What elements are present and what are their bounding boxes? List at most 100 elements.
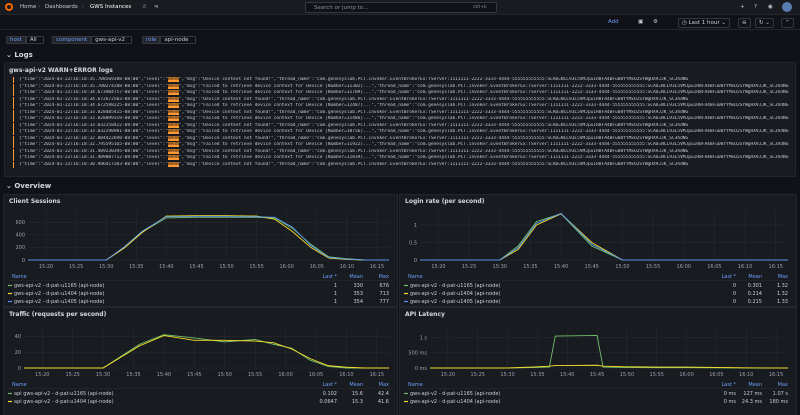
log-text: {"time":"2024-01-22T16:18:33.032298981-0… bbox=[19, 129, 169, 134]
legend-name: gws-api-v2 - d-pat-u1405 (api-node) bbox=[410, 299, 500, 305]
x-tick-label: 15:50 bbox=[219, 264, 233, 270]
x-tick-label: 15:50 bbox=[218, 372, 232, 378]
x-tick-label: 15:45 bbox=[187, 372, 201, 378]
x-tick-label: 15:20 bbox=[35, 372, 49, 378]
log-level: WARN bbox=[168, 161, 179, 167]
avatar[interactable] bbox=[782, 2, 792, 12]
log-level: WARN bbox=[168, 122, 179, 128]
plus-icon[interactable]: + bbox=[740, 4, 745, 10]
legend-name: gws-api-v2 - d-pat-u1404 (api-node) bbox=[410, 291, 500, 297]
variable-component[interactable]: component gws-api-v2 bbox=[52, 35, 132, 46]
log-line: {"time":"2024-01-22T16:18:31.409087712-0… bbox=[13, 155, 797, 162]
dashboard-toolbar: Add ▣ ⚙ ◷ Last 1 hour ⌄ ⊖ ↻ ⌄ ⌃ bbox=[0, 15, 800, 30]
log-text: ","msg":"Failed to retrieve device conte… bbox=[178, 155, 789, 160]
star-icon[interactable]: ☆ bbox=[142, 4, 147, 10]
legend-header: Mean bbox=[748, 382, 762, 388]
save-icon[interactable]: ▣ bbox=[638, 19, 644, 25]
x-tick-label: 15:40 bbox=[554, 264, 568, 270]
breadcrumb-dashboards[interactable]: Dashboards bbox=[45, 4, 78, 10]
add-button[interactable]: Add bbox=[608, 19, 619, 25]
x-tick-label: 16:05 bbox=[707, 264, 721, 270]
x-tick-label: 15:55 bbox=[650, 372, 664, 378]
legend-header: Last * bbox=[721, 382, 736, 388]
log-text: ","msg":"Failed to retrieve device conte… bbox=[178, 129, 789, 134]
chart-panel: Client Sessions 0 200 400 600 15:20 15:25 15:30… bbox=[3, 194, 398, 307]
panel-title: Login rate (per second) bbox=[405, 198, 485, 205]
time-picker[interactable]: ◷ Last 1 hour ⌄ bbox=[678, 18, 730, 28]
y-tick-label: 600 bbox=[15, 220, 25, 226]
log-level: WARN bbox=[168, 155, 179, 160]
x-tick-label: 16:05 bbox=[310, 264, 324, 270]
log-text: {"time":"2024-01-22T16:18:31.409230395-0… bbox=[19, 148, 169, 154]
legend-stat: 0 bbox=[733, 291, 736, 297]
panel-title: Traffic (requests per second) bbox=[9, 311, 107, 318]
y-tick-label: 1 bbox=[414, 223, 417, 229]
log-text: {"time":"2024-01-22T16:18:30.986417203-0… bbox=[19, 161, 169, 167]
share-icon[interactable]: ⋖ bbox=[154, 4, 159, 10]
row-header[interactable]: ⌄ Overview bbox=[6, 182, 52, 190]
legend-name: gws-api-v2 - d-pat-u1165 (api-node) bbox=[410, 283, 500, 289]
x-tick-label: 15:30 bbox=[493, 264, 507, 270]
row-header[interactable]: ⌄ Logs bbox=[6, 51, 33, 59]
legend-stat: 1.07 s bbox=[773, 391, 789, 397]
log-text: {"time":"2024-01-22T16:18:34.673904757-0… bbox=[19, 90, 169, 95]
y-tick-label: 0 bbox=[414, 258, 417, 264]
x-tick-label: 16:10 bbox=[738, 264, 752, 270]
x-tick-label: 16:05 bbox=[309, 372, 323, 378]
x-tick-label: 15:45 bbox=[189, 264, 203, 270]
y-tick-label: 1 s bbox=[420, 335, 428, 341]
time-range: Last 1 hour bbox=[688, 20, 720, 26]
x-tick-label: 16:15 bbox=[370, 264, 384, 270]
x-tick-label: 15:30 bbox=[96, 372, 110, 378]
zoom-out[interactable]: ⊖ bbox=[738, 18, 751, 28]
news-icon[interactable]: ◉ bbox=[768, 4, 773, 10]
x-tick-label: 16:15 bbox=[370, 372, 384, 378]
variable-host[interactable]: host All bbox=[6, 35, 44, 46]
log-level: WARN bbox=[168, 142, 179, 147]
log-line: {"time":"2024-01-22T16:18:33.032258422-0… bbox=[13, 122, 797, 129]
log-text: ","msg":"Failed to retrieve device conte… bbox=[178, 83, 789, 89]
legend-stat: 0 bbox=[733, 283, 736, 289]
grafana-logo[interactable] bbox=[4, 2, 14, 12]
settings-icon[interactable]: ⚙ bbox=[653, 19, 658, 25]
series-line bbox=[28, 216, 389, 261]
legend-stat: 0.0647 bbox=[320, 399, 338, 405]
variable-value: api-node bbox=[160, 36, 196, 44]
log-text: ","msg":"Device context not found!","thr… bbox=[178, 109, 689, 115]
variable-role[interactable]: role api-node bbox=[142, 35, 196, 46]
x-tick-label: 16:05 bbox=[709, 372, 723, 378]
x-tick-label: 16:00 bbox=[278, 372, 292, 378]
breadcrumb-home[interactable]: Home bbox=[20, 4, 37, 10]
search-box[interactable]: Search or jump to... ctrl+k bbox=[305, 2, 497, 13]
variable-label: host bbox=[6, 36, 26, 44]
legend-name: api gws-api-v2 - d-pat-u1165 (api-node) bbox=[14, 391, 114, 397]
log-level: WARN bbox=[168, 148, 179, 154]
log-text: ","msg":"Device context not found!","thr… bbox=[178, 77, 689, 82]
help-icon[interactable]: ? bbox=[754, 4, 757, 10]
legend-stat: 354 bbox=[353, 299, 363, 305]
refresh[interactable]: ↻ ⌄ bbox=[755, 18, 774, 28]
x-tick-label: 16:00 bbox=[679, 372, 693, 378]
legend-name: gws-api-v2 - d-pat-u1404 (api-node) bbox=[14, 291, 104, 297]
x-tick-label: 15:20 bbox=[431, 264, 445, 270]
log-text: {"time":"2024-01-22T16:18:35.708569288-0… bbox=[19, 77, 169, 82]
collapse[interactable]: ⌃ bbox=[781, 18, 794, 28]
log-level: WARN bbox=[168, 116, 179, 121]
x-tick-label: 15:50 bbox=[615, 264, 629, 270]
legend-header: Max bbox=[778, 382, 788, 388]
x-tick-label: 16:00 bbox=[677, 264, 691, 270]
log-text: {"time":"2024-01-22T16:18:34.672598225-0… bbox=[19, 103, 169, 108]
legend-stat: 330 bbox=[353, 283, 363, 289]
x-tick-label: 15:30 bbox=[500, 372, 514, 378]
log-level: WARN bbox=[168, 129, 179, 134]
legend-name: gws-api-v2 - d-pat-u1405 (api-node) bbox=[14, 299, 104, 305]
legend-header: Max bbox=[778, 274, 788, 280]
x-tick-label: 15:45 bbox=[590, 372, 604, 378]
log-text: ","msg":"Device context not found!","thr… bbox=[178, 122, 689, 128]
x-tick-label: 15:35 bbox=[523, 264, 537, 270]
log-text: {"time":"2024-01-22T16:18:31.409087712-0… bbox=[19, 155, 169, 160]
series-line bbox=[28, 216, 389, 261]
log-text: {"time":"2024-01-22T16:18:33.828485415-0… bbox=[19, 109, 169, 115]
log-level: WARN bbox=[168, 96, 179, 102]
